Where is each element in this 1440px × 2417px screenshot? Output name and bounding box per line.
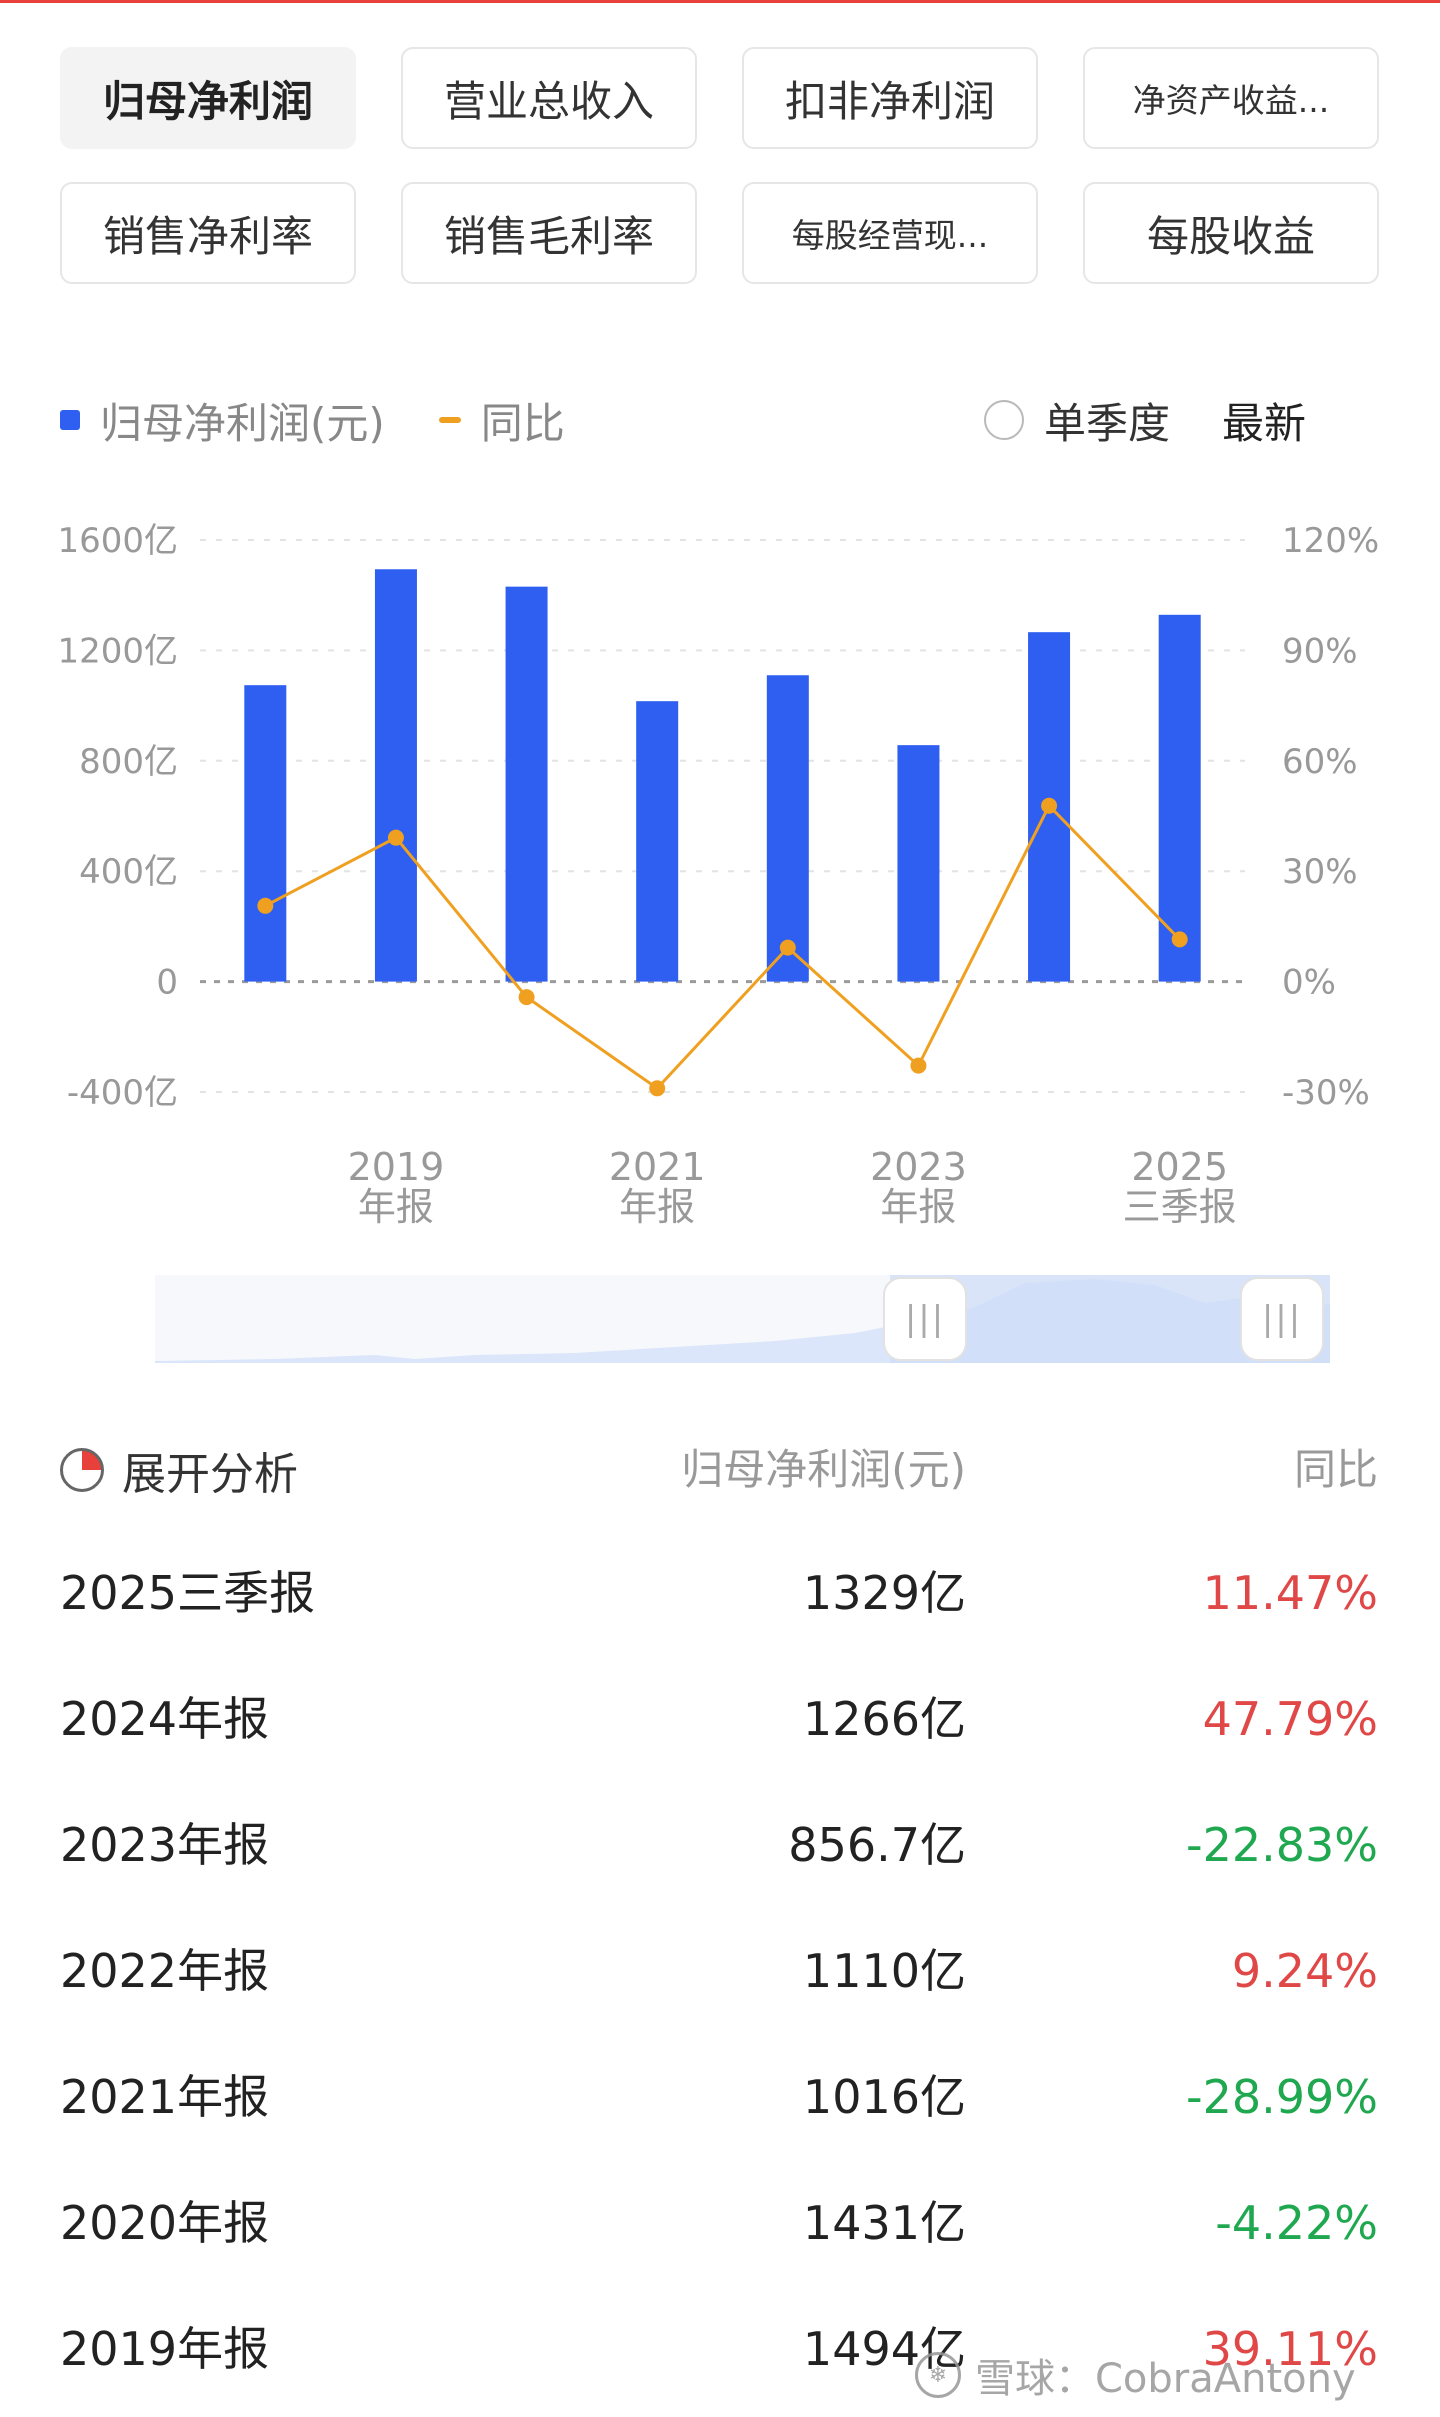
- table-row[interactable]: 2025三季报 1329亿 11.47%: [60, 1553, 1378, 1633]
- row-period: 2024年报: [60, 1692, 270, 1746]
- table-row[interactable]: 2024年报 1266亿 47.79%: [60, 1679, 1378, 1759]
- x-axis-label: 2021: [609, 1145, 706, 1189]
- right-axis-label: 0%: [1282, 963, 1336, 1003]
- snowball-logo-icon: ❄: [915, 2352, 961, 2398]
- slider-right-handle[interactable]: |||: [1240, 1277, 1324, 1361]
- yoy-point: [1171, 931, 1188, 948]
- value-column-header: 归母净利润(元): [681, 1445, 966, 1494]
- chart-legend: 归母净利润(元) 同比: [60, 388, 565, 452]
- row-value: 1266亿: [802, 1692, 966, 1746]
- row-value: 1110亿: [802, 1944, 966, 1998]
- row-yoy: -28.99%: [1186, 2070, 1378, 2124]
- x-axis-label: 2023: [870, 1145, 967, 1189]
- expand-analysis-button[interactable]: 展开分析: [60, 1430, 298, 1510]
- row-period: 2023年报: [60, 1818, 270, 1872]
- left-axis-label: 1600亿: [57, 521, 178, 561]
- bar: [897, 745, 940, 982]
- tab-parent-net-profit[interactable]: 归母净利润: [60, 47, 356, 149]
- watermark: ❄ 雪球：CobraAntony: [915, 2335, 1356, 2415]
- bar-legend-swatch: [60, 410, 80, 430]
- x-axis-sublabel: 三季报: [1123, 1185, 1237, 1229]
- left-axis-label: 1200亿: [57, 631, 178, 671]
- slider-preview-area: [155, 1275, 1330, 1363]
- tab-eps[interactable]: 每股收益: [1083, 182, 1379, 284]
- row-yoy: 47.79%: [1202, 1692, 1378, 1746]
- x-axis-sublabel: 年报: [619, 1185, 695, 1229]
- latest-option[interactable]: 最新: [1221, 398, 1306, 448]
- row-yoy: -4.22%: [1215, 2196, 1378, 2250]
- chart-options: 单季度 最新: [983, 388, 1306, 452]
- range-slider[interactable]: ||| |||: [155, 1275, 1330, 1363]
- row-period: 2022年报: [60, 1944, 270, 1998]
- yoy-point: [257, 897, 274, 914]
- x-axis-label: 2025: [1131, 1145, 1228, 1189]
- profit-chart: 1600亿 120% 1200亿 90% 800亿 60% 400亿 30% 0 0% -400亿 -…: [57, 521, 1379, 1229]
- row-yoy: 9.24%: [1231, 1944, 1378, 1998]
- row-period: 2019年报: [60, 2322, 270, 2376]
- table-row[interactable]: 2020年报 1431亿 -4.22%: [60, 2183, 1378, 2263]
- pie-chart-icon: [60, 1448, 104, 1492]
- yoy-point: [518, 989, 535, 1006]
- metric-tabs: 归母净利润 营业总收入 扣非净利润 净资产收益... 销售净利率 销售毛利率 每…: [60, 47, 1380, 284]
- x-axis-sublabel: 年报: [358, 1185, 434, 1229]
- line-legend-label: 同比: [480, 398, 565, 448]
- bar: [636, 701, 679, 982]
- tab-total-revenue[interactable]: 营业总收入: [401, 47, 697, 149]
- left-axis-label: 800亿: [79, 742, 178, 782]
- row-yoy: 39.11%: [1202, 2322, 1378, 2376]
- right-axis-label: 60%: [1282, 742, 1358, 782]
- x-axis-label: 2019: [348, 1145, 445, 1189]
- row-period: 2021年报: [60, 2070, 270, 2124]
- tab-roe[interactable]: 净资产收益...: [1083, 47, 1379, 149]
- row-value: 1016亿: [802, 2070, 966, 2124]
- right-axis-label: 30%: [1282, 852, 1358, 892]
- right-axis-label: -30%: [1282, 1073, 1370, 1113]
- bar: [1158, 614, 1201, 982]
- right-axis-label: 120%: [1282, 521, 1379, 561]
- row-yoy: -22.83%: [1186, 1818, 1378, 1872]
- tab-operating-cashflow-per-share[interactable]: 每股经营现...: [742, 182, 1038, 284]
- bar: [766, 675, 809, 982]
- row-period: 2025三季报: [60, 1566, 316, 1620]
- bar: [374, 569, 417, 982]
- watermark-text: 雪球：CobraAntony: [975, 2356, 1356, 2402]
- yoy-point: [1041, 797, 1058, 814]
- tab-gross-margin[interactable]: 销售毛利率: [401, 182, 697, 284]
- table-row[interactable]: 2022年报 1110亿 9.24%: [60, 1931, 1378, 2011]
- slider-left-handle[interactable]: |||: [883, 1277, 967, 1361]
- yoy-point: [387, 829, 404, 846]
- line-legend-swatch: [438, 417, 461, 423]
- row-yoy: 11.47%: [1202, 1566, 1378, 1620]
- table-header: 展开分析 归母净利润(元) 同比: [60, 1430, 1378, 1510]
- table-row[interactable]: 2021年报 1016亿 -28.99%: [60, 2057, 1378, 2137]
- x-axis-sublabel: 年报: [880, 1185, 956, 1229]
- yoy-point: [779, 939, 796, 956]
- tab-net-margin[interactable]: 销售净利率: [60, 182, 356, 284]
- row-value: 856.7亿: [788, 1818, 966, 1872]
- left-axis-label: 400亿: [79, 852, 178, 892]
- left-axis-label: -400亿: [67, 1073, 178, 1113]
- row-value: 1431亿: [802, 2196, 966, 2250]
- table-row[interactable]: 2019年报 1494亿 39.11%: [60, 2309, 1378, 2389]
- bar: [244, 685, 287, 982]
- right-axis-label: 90%: [1282, 631, 1358, 671]
- tab-deducted-net-profit[interactable]: 扣非净利润: [742, 47, 1038, 149]
- table-row[interactable]: 2023年报 856.7亿 -22.83%: [60, 1805, 1378, 1885]
- row-value: 1329亿: [802, 1566, 966, 1620]
- yoy-point: [910, 1057, 927, 1074]
- left-axis-label: 0: [156, 963, 178, 1003]
- expand-analysis-label: 展开分析: [122, 1449, 298, 1500]
- top-accent-line: [0, 0, 1440, 3]
- bar-legend-label: 归母净利润(元): [100, 398, 385, 448]
- yoy-point: [649, 1080, 666, 1097]
- row-period: 2020年报: [60, 2196, 270, 2250]
- yoy-line: [264, 803, 1181, 1091]
- yoy-column-header: 同比: [1293, 1445, 1378, 1494]
- bar: [505, 586, 548, 982]
- single-quarter-option[interactable]: 单季度: [1043, 398, 1170, 448]
- quarter-radio-icon[interactable]: [983, 400, 1024, 440]
